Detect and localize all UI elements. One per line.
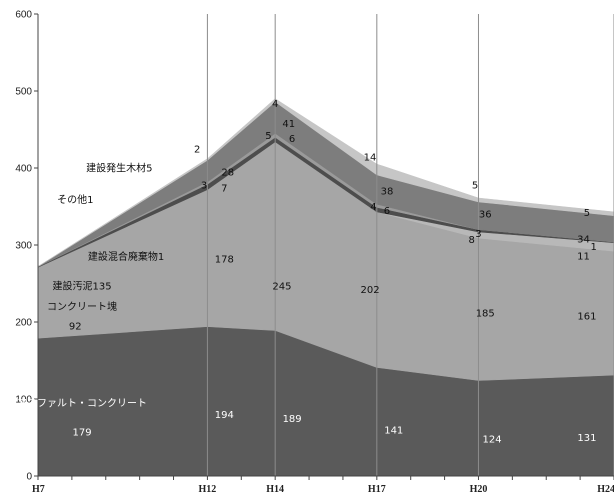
data-label: コンクリート塊 [47,300,117,313]
data-label: アスファルト・コンクリート [17,397,147,409]
data-label: 245 [272,281,291,292]
data-label: 建設混合廃棄物1 [88,250,164,263]
data-label: 179 [73,428,92,439]
data-label: 1 [590,242,596,253]
data-label: 189 [283,414,302,425]
data-label: 41 [282,119,295,130]
data-label: 6 [384,206,390,217]
y-tick-label: 0 [26,472,32,483]
data-label: 3 [475,229,481,240]
data-label: 4 [370,202,376,213]
data-label: 92 [69,321,82,332]
data-label: その他1 [57,193,93,206]
data-label: 11 [577,251,590,262]
data-label: 建設汚泥135 [53,279,112,292]
x-tick-label: H12 [199,484,217,495]
data-label: 28 [221,167,234,178]
area-layers [37,98,614,477]
y-tick-label: 100 [15,395,32,406]
x-tick-label: H17 [368,484,386,495]
data-label: 178 [215,254,234,265]
grid-lines [206,14,614,476]
y-tick-labels: 0 100 200 300 400 500 600 [15,10,38,483]
data-label: 5 [265,131,271,142]
y-tick-label: 400 [15,164,32,175]
data-label: 5 [584,208,590,219]
data-label: 4 [272,99,278,110]
x-tick-label: H24 [597,484,614,495]
y-tick-label: 300 [15,241,32,252]
x-tick-label: H14 [266,484,284,495]
y-tick-label: 600 [15,10,32,21]
data-label: 161 [577,311,596,322]
data-label: 8 [469,235,475,246]
data-label: 185 [476,308,495,319]
data-label: 3 [201,180,207,191]
data-label: 36 [479,210,492,221]
x-tick-labels: H7 H12 H14 H17 H20 H24 [32,476,614,495]
x-tick-label: H20 [470,484,488,495]
data-label: 38 [381,187,394,198]
data-label: 202 [361,285,380,296]
data-label: 2 [194,144,200,155]
area-series-6 [37,98,614,267]
y-tick-label: 500 [15,87,32,98]
data-label: 141 [384,425,403,436]
data-label: 6 [289,134,295,145]
data-label: 194 [215,410,234,421]
y-tick-label: 200 [15,318,32,329]
x-tick-label: H7 [32,484,45,495]
data-label: 建設発生木材5 [86,162,152,175]
data-label: 34 [577,234,590,245]
data-label: 131 [577,433,596,444]
data-label: 5 [472,180,478,191]
data-label: 7 [221,184,227,195]
data-label: 124 [482,435,501,446]
data-label: 14 [364,153,377,164]
